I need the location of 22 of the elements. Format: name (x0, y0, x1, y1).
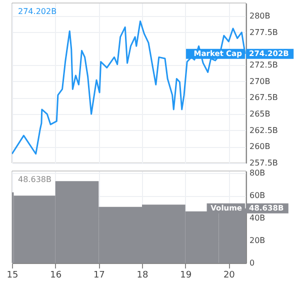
y-tick-label: 40B (250, 214, 266, 223)
y-tick-label: 270B (250, 76, 270, 86)
y-tick-label: 280B (250, 12, 270, 21)
annotation: 48.638B (18, 175, 52, 184)
y-tick-label: 80B (250, 168, 266, 178)
x-tick-label: 18 (136, 270, 148, 280)
annotation: 274.202B (18, 7, 57, 16)
y-tick-label: 0 (250, 258, 255, 268)
y-tick-label: 260B (250, 142, 270, 152)
y-tick-label: 272.5B (250, 60, 278, 70)
y-tick-label: 257.5B (250, 158, 278, 168)
y-tick-label: 262.5B (250, 126, 278, 135)
y-tick-label: 277.5B (250, 28, 278, 37)
x-tick-label: 16 (50, 270, 62, 280)
y-tick-label: 265B (250, 110, 270, 119)
y-tick-label: 267.5B (250, 93, 278, 102)
y-tick-label: 60B (250, 191, 266, 200)
x-tick-label: 20 (223, 270, 236, 280)
x-tick-label: 15 (6, 270, 18, 280)
y-tick-label: 20B (250, 236, 266, 246)
x-tick-label: 19 (180, 270, 192, 280)
x-tick-label: 17 (93, 270, 105, 280)
